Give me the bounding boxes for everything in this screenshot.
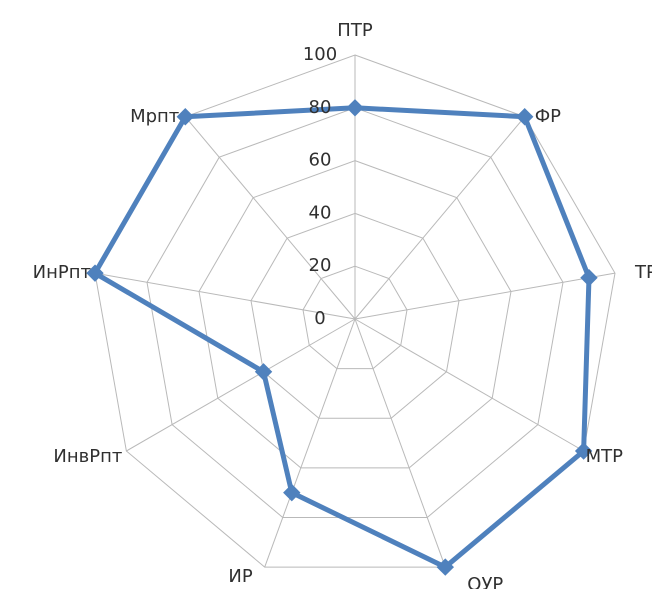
- grid-layer: [94, 54, 616, 568]
- axis-spoke: [94, 272, 356, 320]
- radial-tick-label: 0: [314, 308, 325, 329]
- series-layer: [86, 99, 598, 576]
- axis-spoke: [126, 318, 356, 452]
- data-point-marker: [254, 363, 273, 381]
- radial-tick-label: 100: [303, 44, 337, 65]
- category-label: ИнвРпт: [53, 446, 122, 467]
- axis-spoke: [354, 318, 584, 452]
- category-label: ИР: [228, 566, 252, 587]
- data-point-marker: [346, 99, 364, 117]
- data-point-marker: [574, 442, 593, 460]
- category-label: ФР: [535, 106, 561, 127]
- category-label: ТР: [634, 262, 652, 283]
- grid-ring: [250, 212, 460, 419]
- category-label: ИнРпт: [33, 262, 91, 283]
- axis-spoke: [354, 318, 446, 568]
- data-point-marker: [580, 269, 598, 287]
- data-point-marker: [515, 108, 534, 126]
- axis-spoke: [264, 318, 356, 568]
- data-point-marker: [283, 483, 301, 502]
- data-point-marker: [176, 108, 195, 126]
- axis-spoke: [354, 272, 616, 320]
- grid-ring: [302, 265, 408, 370]
- tick-label-layer: 0 20 40 60 80 100: [303, 44, 337, 329]
- category-label: Мрпт: [130, 106, 179, 127]
- category-label: МТР: [586, 446, 624, 467]
- category-label: ПТР: [337, 20, 373, 41]
- data-point-marker: [86, 264, 104, 282]
- radial-tick-label: 20: [309, 255, 332, 276]
- grid-ring: [198, 160, 512, 469]
- category-label: ОУР: [467, 574, 503, 589]
- radial-tick-label: 40: [309, 202, 332, 223]
- axis-spoke: [184, 116, 356, 320]
- data-point-marker: [436, 558, 454, 576]
- series-line: [92, 105, 592, 570]
- axis-spoke: [354, 116, 526, 320]
- radial-tick-label: 60: [309, 150, 332, 171]
- grid-ring: [146, 107, 564, 518]
- category-label-layer: ПТР ФР ТР МТР ОУР ИР ИнвРпт ИнРпт Мрпт: [33, 20, 652, 589]
- radial-tick-label: 80: [309, 97, 332, 118]
